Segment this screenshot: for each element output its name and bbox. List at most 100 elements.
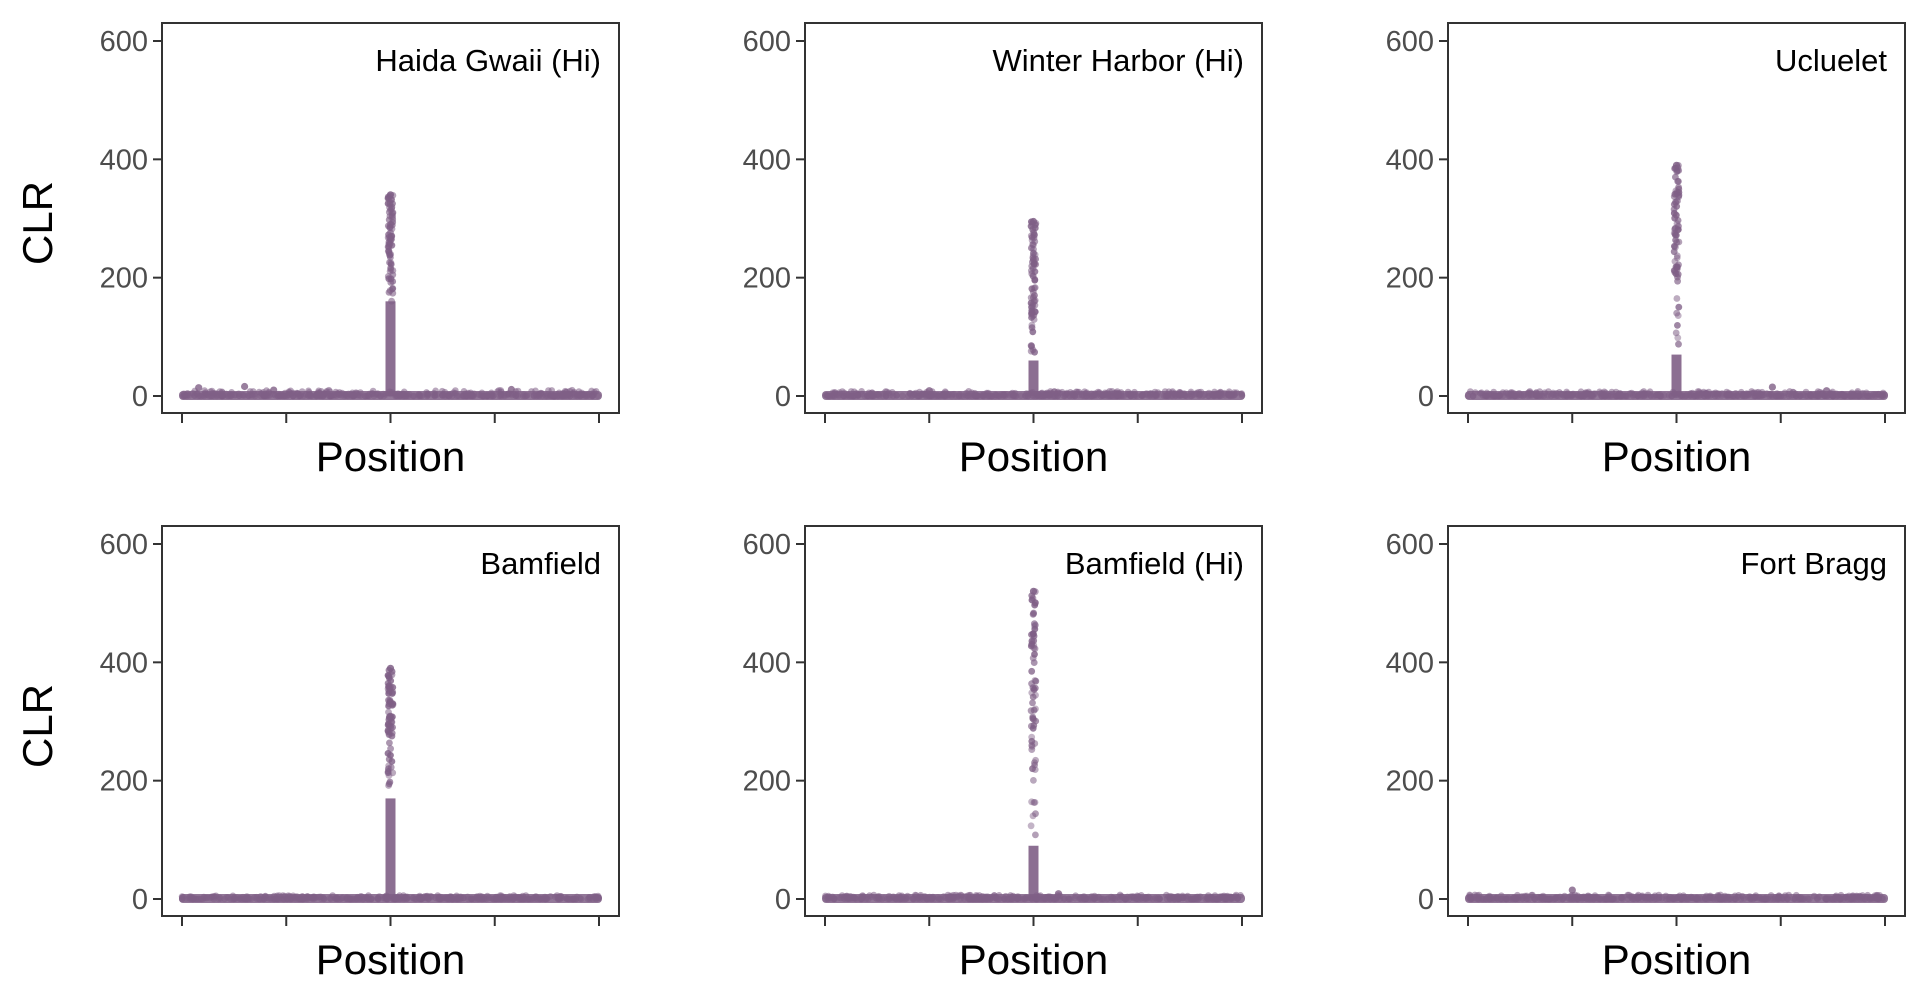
data-point [1671, 214, 1679, 222]
data-point [1028, 737, 1036, 745]
data-points [1465, 886, 1888, 903]
data-point [1027, 822, 1035, 830]
data-point [1030, 241, 1037, 249]
data-point [1029, 630, 1037, 637]
data-point [384, 750, 392, 757]
data-point [1768, 383, 1776, 391]
data-point [1672, 329, 1680, 337]
y-tick-label: 200 [743, 766, 791, 798]
data-point [388, 671, 396, 679]
y-tick-label: 0 [132, 381, 148, 413]
data-point [1674, 177, 1681, 185]
peak-column [385, 798, 396, 899]
data-point [1029, 684, 1037, 692]
data-point [1029, 611, 1037, 618]
data-point [1675, 303, 1683, 311]
x-axis-title: Position [959, 936, 1108, 983]
data-point [1670, 201, 1678, 208]
y-tick-label: 600 [743, 529, 791, 561]
y-tick-label: 600 [1386, 529, 1434, 561]
data-point [1823, 387, 1831, 395]
data-point [389, 278, 397, 285]
data-point [1671, 242, 1678, 250]
x-axis-title: Position [959, 433, 1108, 480]
peak-column [1028, 845, 1039, 899]
baseline-band [1465, 894, 1888, 903]
data-point [241, 382, 249, 391]
data-point [195, 384, 203, 392]
data-point [507, 385, 515, 394]
data-point [384, 728, 392, 736]
y-tick-label: 0 [132, 884, 148, 916]
data-point [1032, 831, 1039, 839]
data-point [1030, 777, 1037, 784]
x-axis-title: Position [316, 936, 465, 983]
y-tick-label: 600 [100, 529, 148, 561]
data-point [389, 215, 397, 223]
data-point [925, 387, 933, 395]
data-point [1672, 161, 1681, 169]
data-point [1675, 340, 1682, 348]
y-tick-label: 400 [100, 647, 148, 679]
data-point [1050, 388, 1058, 396]
data-point [1568, 886, 1576, 894]
peak-column [1028, 360, 1039, 396]
y-tick-label: 400 [1386, 647, 1434, 679]
data-point [385, 700, 393, 708]
y-tick-label: 200 [1386, 766, 1434, 798]
data-point [1029, 328, 1037, 336]
panel-6: Fort Bragg 0 200 400 600 Position [1386, 525, 1906, 983]
data-point [1029, 693, 1037, 701]
data-point [1030, 799, 1038, 806]
panel-title: Bamfield [480, 546, 601, 581]
panel-3: Ucluelet 0 200 400 600 Position [1386, 22, 1906, 480]
y-axis-title: CLR [14, 181, 61, 265]
y-tick-label: 200 [100, 263, 148, 295]
data-point [386, 664, 395, 672]
data-point [389, 688, 397, 696]
y-tick-label: 600 [1386, 26, 1434, 58]
y-tick-label: 400 [100, 144, 148, 176]
data-point [387, 712, 394, 720]
data-point [1028, 689, 1036, 697]
data-point [386, 739, 393, 747]
data-point [1031, 599, 1039, 607]
data-point [1671, 190, 1679, 198]
data-point [1032, 677, 1040, 685]
panel-1: Haida Gwaii (Hi) 0 200 400 600 Position CLR [14, 22, 620, 480]
data-point [1029, 715, 1037, 722]
data-point [1029, 346, 1037, 354]
data-point [1029, 288, 1037, 296]
data-point [1029, 699, 1036, 707]
data-point [1029, 812, 1037, 820]
y-tick-label: 200 [743, 263, 791, 295]
data-point [1675, 226, 1682, 233]
data-point [1673, 254, 1681, 262]
data-point [1674, 312, 1682, 319]
data-point [1029, 725, 1037, 732]
data-point [387, 254, 394, 261]
peak-column [385, 301, 396, 396]
data-points [822, 587, 1245, 903]
y-tick-label: 0 [775, 381, 791, 413]
data-point [1032, 810, 1039, 818]
panel-frame [1447, 525, 1906, 917]
data-point [1028, 743, 1036, 750]
data-point [1031, 259, 1038, 267]
y-tick-label: 200 [100, 766, 148, 798]
data-point [385, 240, 393, 248]
data-point [385, 247, 393, 255]
data-point [387, 264, 394, 272]
y-tick-label: 200 [1386, 263, 1434, 295]
data-point [1673, 295, 1681, 302]
x-axis-title: Position [1602, 936, 1751, 983]
data-point [384, 273, 392, 280]
data-point [1031, 645, 1039, 653]
y-tick-label: 400 [743, 647, 791, 679]
data-point [1027, 707, 1035, 715]
y-tick-label: 0 [1418, 381, 1434, 413]
data-point [1054, 890, 1063, 898]
y-tick-label: 600 [743, 26, 791, 58]
data-point [1673, 309, 1681, 317]
